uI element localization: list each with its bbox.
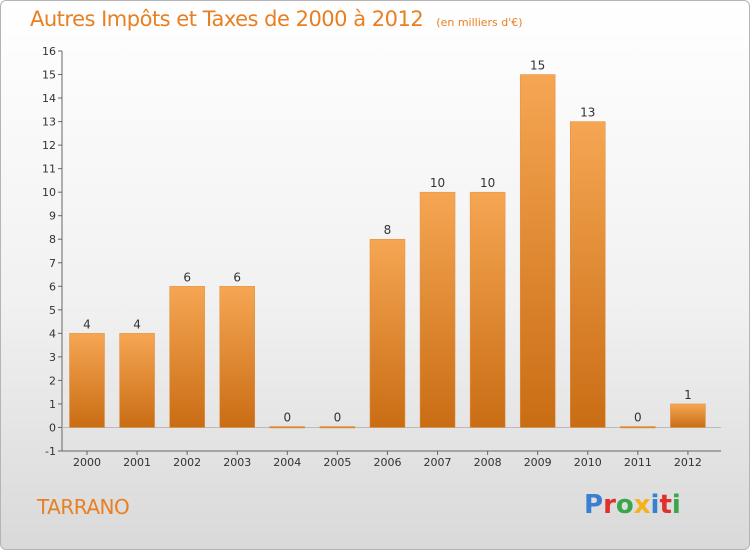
- x-tick-label: 2003: [223, 456, 251, 469]
- bar-value-label: 10: [430, 176, 445, 190]
- chart-bars: [69, 74, 706, 429]
- bar-2004: [269, 426, 306, 429]
- y-tick-label: 15: [42, 69, 56, 82]
- bar-value-label: 0: [283, 410, 291, 424]
- bar-2012: [670, 403, 706, 428]
- x-tick-label: 2006: [373, 456, 401, 469]
- proxiti-logo: Proxiti: [584, 490, 681, 520]
- x-tick-label: 2005: [323, 456, 351, 469]
- logo-letter: P: [584, 490, 604, 520]
- x-tick-label: 2007: [424, 456, 452, 469]
- bar-value-label: 1: [684, 388, 692, 402]
- y-tick-label: 16: [42, 45, 56, 58]
- logo-letter: t: [659, 490, 672, 520]
- bar-value-label: 0: [634, 410, 642, 424]
- bar-value-label: 10: [480, 176, 495, 190]
- bar-2008: [469, 191, 506, 428]
- x-tick-label: 2001: [123, 456, 151, 469]
- y-tick-label: 7: [49, 257, 56, 270]
- y-tick-label: 13: [42, 116, 56, 129]
- chart-title-row: Autres Impôts et Taxes de 2000 à 2012 (e…: [30, 7, 523, 31]
- bar-2007: [419, 191, 456, 428]
- bar-2006: [369, 238, 406, 428]
- bar-2000: [69, 333, 105, 428]
- chart-labels: 4 4 6 6 0 0 8 10 10 15 13 0 1: [83, 59, 692, 425]
- y-tick-label: 12: [42, 139, 56, 152]
- y-tick-label: 3: [49, 351, 56, 364]
- chart-subtitle: (en milliers d'€): [436, 16, 523, 29]
- logo-letter: i: [650, 490, 660, 520]
- bar-2010: [570, 121, 606, 428]
- bar-value-label: 8: [384, 223, 392, 237]
- logo-letter: o: [615, 490, 634, 520]
- logo-letter: x: [633, 490, 651, 520]
- bar-value-label: 4: [83, 317, 91, 331]
- x-tick-label: 2012: [674, 456, 702, 469]
- bar-value-label: 4: [133, 317, 141, 331]
- x-tick-label: 2008: [474, 456, 502, 469]
- x-tick-label: 2009: [524, 456, 552, 469]
- y-tick-label: 9: [49, 210, 56, 223]
- y-tick-label: 2: [49, 374, 56, 387]
- y-tick-label: 8: [49, 233, 56, 246]
- x-tick-label: 2000: [73, 456, 101, 469]
- bar-2003: [219, 286, 255, 428]
- bar-2002: [169, 286, 205, 428]
- x-tick-label: 2011: [624, 456, 652, 469]
- x-tick-label: 2010: [574, 456, 602, 469]
- bar-value-label: 15: [530, 59, 545, 73]
- bar-value-label: 13: [580, 106, 595, 120]
- x-tick-label: 2002: [173, 456, 201, 469]
- bar-2009: [519, 74, 556, 428]
- chart-title: Autres Impôts et Taxes de 2000 à 2012: [30, 7, 424, 31]
- logo-letter: i: [671, 490, 681, 520]
- bar-2005: [319, 426, 356, 429]
- commune-name: TARRANO: [37, 495, 130, 519]
- bar-2011: [620, 426, 656, 429]
- y-tick-label: 0: [49, 421, 56, 434]
- x-tick-label: 2004: [273, 456, 301, 469]
- y-tick-label: 6: [49, 280, 56, 293]
- bar-2001: [119, 333, 155, 428]
- y-tick-label: 4: [49, 327, 56, 340]
- bar-value-label: 0: [334, 410, 342, 424]
- y-tick-label: 14: [42, 92, 56, 105]
- y-tick-label: 1: [49, 398, 56, 411]
- y-tick-label: 5: [49, 304, 56, 317]
- bar-value-label: 6: [233, 270, 241, 284]
- y-tick-label: -1: [45, 445, 56, 458]
- y-tick-label: 10: [42, 186, 56, 199]
- y-tick-label: 11: [42, 163, 56, 176]
- bar-value-label: 6: [183, 270, 191, 284]
- logo-letter: r: [603, 490, 616, 520]
